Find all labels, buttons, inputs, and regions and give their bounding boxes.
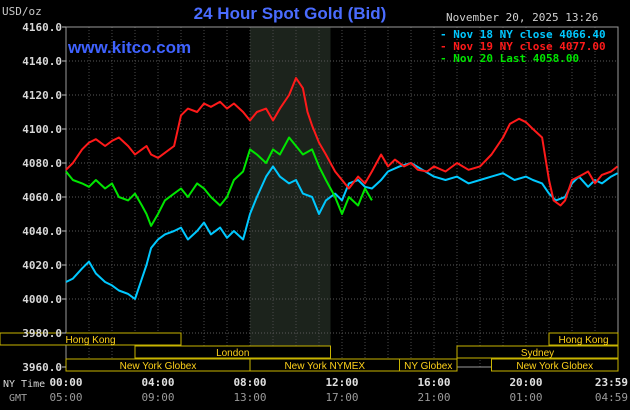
session-bar: [399, 358, 458, 372]
session-label: New York NYMEX: [284, 361, 365, 372]
session-label: London: [216, 348, 249, 359]
x-tick-label-ny: 20:00: [509, 376, 542, 389]
x-tick-label-gmt: 01:00: [509, 391, 542, 404]
y-tick-label: 3960.0: [22, 361, 62, 374]
session-bar: [491, 358, 619, 372]
x-tick-label-ny: 16:00: [417, 376, 450, 389]
nymex-band: [250, 27, 331, 367]
session-label: New York Globex: [120, 361, 197, 372]
unit-label: USD/oz: [2, 5, 42, 18]
session-label: Sydney: [521, 348, 554, 359]
legend-entry-nov18: - Nov 18 NY close 4066.40: [440, 28, 606, 41]
session-label: Hong Kong: [558, 335, 608, 346]
y-tick-label: 3980.0: [22, 327, 62, 340]
session-label: NY Globex: [404, 361, 452, 372]
x-tick-label-gmt: 17:00: [325, 391, 358, 404]
x-tick-label-gmt: 09:00: [141, 391, 174, 404]
trading-sessions: Hong Kong Hong Kong London Sydney New York G…: [0, 332, 619, 372]
legend-entry-nov20: - Nov 20 Last 4058.00: [440, 52, 580, 65]
y-tick-label: 4160.0: [22, 21, 62, 34]
series-line-3: [65, 136, 373, 227]
y-tick-label: 4020.0: [22, 259, 62, 272]
x-tick-label-ny: 23:59: [595, 376, 628, 389]
y-tick-label: 4080.0: [22, 157, 62, 170]
x-axis-ticks: 00:00 05:00 04:00 09:00 08:00 13:00 12:00 17:00…: [3, 376, 628, 404]
x-tick-label-gmt: 21:00: [417, 391, 450, 404]
y-tick-label: 4060.0: [22, 191, 62, 204]
x-tick-label-gmt: 13:00: [233, 391, 266, 404]
y-tick-label: 4140.0: [22, 55, 62, 68]
session-label: New York Globex: [516, 361, 593, 372]
y-tick-label: 4100.0: [22, 123, 62, 136]
nymex-highlight-band: [250, 27, 331, 367]
chart-grid: [65, 26, 619, 368]
x-tick-label-ny: 08:00: [233, 376, 266, 389]
x-tick-label-ny: 00:00: [49, 376, 82, 389]
y-tick-label: 4000.0: [22, 293, 62, 306]
session-bar: [456, 345, 619, 359]
y-tick-label: 4120.0: [22, 89, 62, 102]
x-tick-label-gmt: 04:59: [595, 391, 628, 404]
x-tick-label-gmt: 05:00: [49, 391, 82, 404]
x-tick-label-ny: 12:00: [325, 376, 358, 389]
brand-link[interactable]: www.kitco.com: [68, 38, 192, 57]
price-series: [65, 77, 619, 300]
gmt-label: GMT: [9, 393, 27, 404]
x-tick-label-ny: 04:00: [141, 376, 174, 389]
session-bar: [548, 332, 619, 346]
ny-time-label: NY Time: [3, 379, 45, 390]
timestamp: November 20, 2025 13:26: [446, 11, 599, 24]
session-label: Hong Kong: [65, 335, 115, 346]
session-bar: [134, 345, 331, 359]
legend-entry-nov19: - Nov 19 NY close 4077.00: [440, 40, 606, 53]
chart-title: 24 Hour Spot Gold (Bid): [193, 4, 387, 23]
series-line-1: [65, 162, 618, 300]
y-tick-label: 4040.0: [22, 225, 62, 238]
session-bar: [0, 332, 182, 346]
y-axis-ticks: 3960.0 3980.0 4000.0 4020.0 4040.0 4060.0 4080…: [22, 21, 66, 374]
series-line-2: [65, 77, 619, 207]
